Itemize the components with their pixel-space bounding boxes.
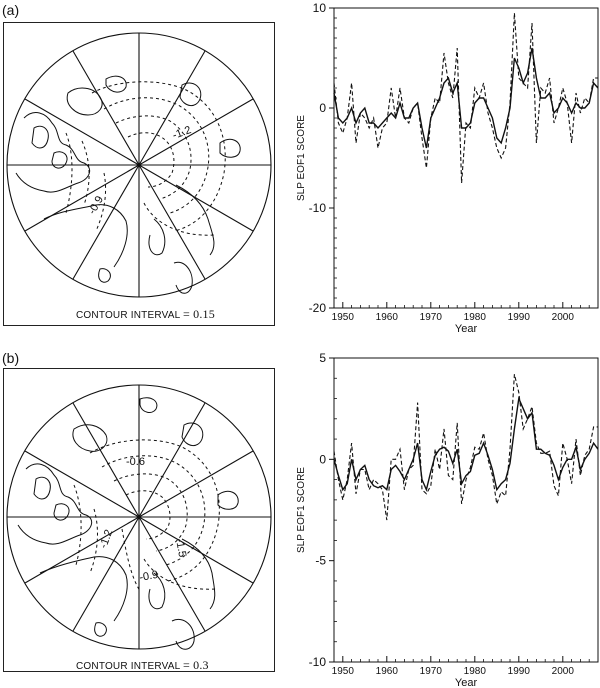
x-tick-label: 1960 <box>376 312 399 323</box>
map-label-a-1: -1.2 <box>171 124 193 142</box>
contour-lines <box>65 81 226 236</box>
series-line-dashed <box>333 374 598 521</box>
y-tick-label: 0 <box>319 101 326 115</box>
y-tick-label: 5 <box>319 351 326 365</box>
y-tick-label: 10 <box>313 1 327 15</box>
x-tick-label: 1970 <box>420 312 443 323</box>
contour-interval-text-b: CONTOUR INTERVAL <box>76 661 180 672</box>
y-axis-label: SLP EOF1 SCORE <box>296 115 307 201</box>
x-tick-label: 1980 <box>464 312 487 323</box>
coastlines <box>15 75 241 294</box>
contour-interval-value-b: = 0.3 <box>182 658 209 672</box>
polar-grid <box>6 384 272 650</box>
y-axis-label: SLP EOF1 SCORE <box>296 467 307 553</box>
map-label-b-3: -1.2 <box>98 528 116 550</box>
polar-map-b: -0.6 -1.5 -1.2 -0.9 <box>3 368 275 672</box>
y-tick-label: -10 <box>309 655 327 669</box>
x-axis-label: Year <box>455 677 478 688</box>
x-tick-label: 2000 <box>552 666 575 677</box>
y-tick-label: -20 <box>309 301 327 315</box>
contour-lines <box>73 439 220 592</box>
x-tick-label: 2000 <box>552 312 575 323</box>
map-label-b-2: -1.5 <box>173 537 188 558</box>
x-tick-label: 1970 <box>420 666 443 677</box>
contour-interval-text-a: CONTOUR INTERVAL <box>76 310 180 321</box>
series-line-solid <box>333 47 599 149</box>
map-label-b-1: -0.6 <box>126 456 145 468</box>
x-tick-label: 1980 <box>464 666 487 677</box>
x-tick-label: 1990 <box>508 312 531 323</box>
polar-grid <box>6 32 272 298</box>
panel-label-b: (b) <box>2 350 20 366</box>
plot-frame <box>333 7 599 309</box>
x-tick-label: 1960 <box>376 666 399 677</box>
contour-interval-value-a: = 0.15 <box>182 307 215 321</box>
x-tick-label: 1950 <box>332 312 355 323</box>
contour-interval-b: CONTOUR INTERVAL = 0.3 <box>76 658 209 673</box>
x-tick-label: 1950 <box>332 666 355 677</box>
y-tick-label: -10 <box>309 201 327 215</box>
polar-map-a: -1.2 -0.9 <box>3 22 275 326</box>
coastlines <box>17 397 239 650</box>
polar-map-svg-b: -0.6 -1.5 -1.2 -0.9 <box>6 384 272 650</box>
line-chart-a: -20 -10 0 10 1950 1960 1970 1980 1990 2000 Year SLP… <box>296 1 599 335</box>
plot-frame <box>333 357 599 663</box>
y-tick-label: -5 <box>315 554 326 568</box>
series-line-dashed <box>333 12 598 184</box>
map-label-a-2: -0.9 <box>86 194 106 216</box>
polar-map-svg-a: -1.2 -0.9 <box>6 32 272 298</box>
y-tick-label: 0 <box>319 452 326 466</box>
series-line-solid <box>333 395 599 492</box>
panel-label-a: (a) <box>2 2 20 18</box>
line-chart-b: -10 -5 0 5 1950 1960 1970 1980 1990 2000 Year SLP E… <box>296 351 599 688</box>
contour-interval-a: CONTOUR INTERVAL = 0.15 <box>76 307 215 322</box>
x-tick-label: 1990 <box>508 666 531 677</box>
x-axis-label: Year <box>455 323 478 335</box>
map-label-b-4: -0.9 <box>138 569 159 584</box>
